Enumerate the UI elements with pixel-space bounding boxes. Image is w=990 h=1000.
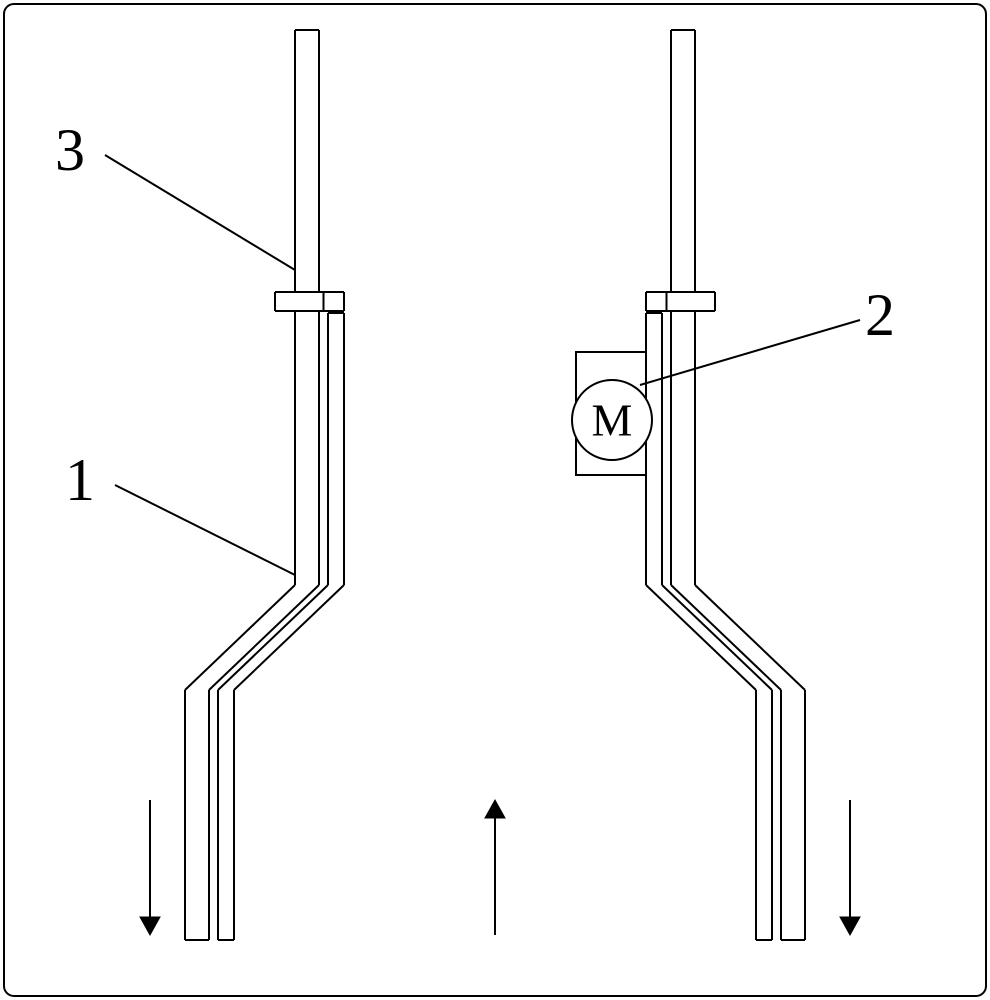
line bbox=[209, 585, 319, 690]
arrow-down bbox=[840, 917, 860, 935]
diagram-root: M 3 1 2 bbox=[0, 0, 990, 1000]
arrow-down bbox=[140, 917, 160, 935]
line bbox=[695, 585, 805, 690]
line bbox=[115, 485, 295, 575]
line bbox=[646, 585, 756, 690]
line bbox=[218, 585, 328, 690]
callout-two: 2 bbox=[865, 282, 895, 348]
line bbox=[662, 585, 772, 690]
callout-one: 1 bbox=[65, 447, 95, 513]
line bbox=[185, 585, 295, 690]
motor-label: M bbox=[592, 395, 633, 446]
line bbox=[640, 320, 860, 385]
line bbox=[671, 585, 781, 690]
arrow-up bbox=[485, 800, 505, 818]
callout-three: 3 bbox=[55, 117, 85, 183]
line bbox=[234, 585, 344, 690]
line bbox=[105, 155, 295, 270]
